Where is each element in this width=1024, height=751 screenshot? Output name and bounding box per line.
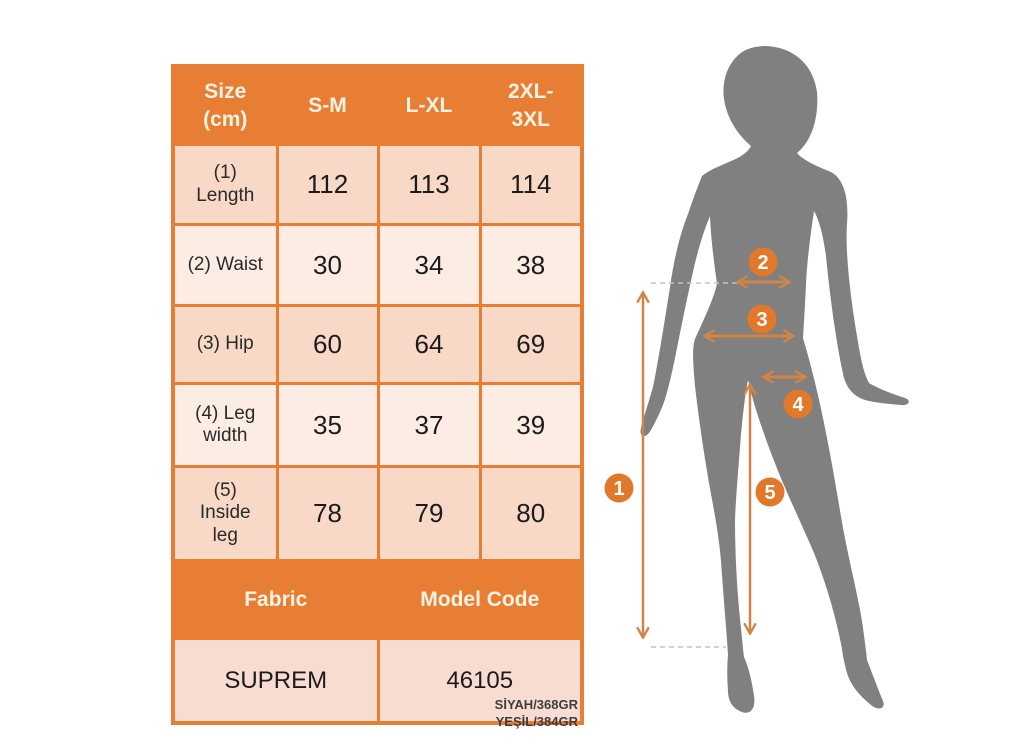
marker-3: 3 <box>747 304 777 334</box>
col-header-2xl-3xl: 2XL- 3XL <box>478 64 584 146</box>
waist-2xl-3xl: 38 <box>478 223 584 307</box>
model-code-value: 46105 <box>376 637 584 725</box>
leg-width-l-xl: 37 <box>376 382 482 468</box>
inside-leg-s-m: 78 <box>275 465 380 562</box>
row-label-length: (1) Length <box>171 143 279 226</box>
marker-5: 5 <box>755 477 785 507</box>
marker-1: 1 <box>604 473 634 503</box>
length-s-m: 112 <box>275 143 380 226</box>
table-row-length: (1) Length 112 113 114 <box>171 143 584 226</box>
svg-text:4: 4 <box>792 394 804 416</box>
inside-leg-l-xl: 79 <box>376 465 482 562</box>
svg-text:5: 5 <box>764 482 775 504</box>
svg-text:3: 3 <box>756 309 767 331</box>
length-l-xl: 113 <box>376 143 482 226</box>
row-label-hip: (3) Hip <box>171 304 279 385</box>
table-footer-header-row: Fabric Model Code <box>171 559 584 640</box>
model-code-header: Model Code <box>376 559 584 640</box>
woman-silhouette <box>640 46 909 713</box>
table-row-hip: (3) Hip 60 64 69 <box>171 304 584 385</box>
leg-width-2xl-3xl: 39 <box>478 382 584 468</box>
hip-l-xl: 64 <box>376 304 482 385</box>
row-label-leg-width: (4) Leg width <box>171 382 279 468</box>
table-footer-value-row: SUPREM 46105 <box>171 637 584 725</box>
table-row-inside-leg: (5) Inside leg 78 79 80 <box>171 465 584 562</box>
row-label-inside-leg: (5) Inside leg <box>171 465 279 562</box>
col-header-size-cm: Size (cm) <box>171 64 279 146</box>
waist-s-m: 30 <box>275 223 380 307</box>
length-2xl-3xl: 114 <box>478 143 584 226</box>
svg-text:1: 1 <box>613 478 624 500</box>
marker-4: 4 <box>783 389 813 419</box>
table-row-leg-width: (4) Leg width 35 37 39 <box>171 382 584 468</box>
color-weight-notes: SİYAH/368GR YEŞİL/384GR <box>398 697 578 731</box>
size-table-header-row: Size (cm) S-M L-XL 2XL- 3XL <box>171 64 584 146</box>
col-header-l-xl: L-XL <box>376 64 482 146</box>
hip-s-m: 60 <box>275 304 380 385</box>
inside-leg-2xl-3xl: 80 <box>478 465 584 562</box>
fabric-value: SUPREM <box>171 637 380 725</box>
note-yesil: YEŞİL/384GR <box>495 713 578 729</box>
note-siyah: SİYAH/368GR <box>494 697 578 712</box>
waist-l-xl: 34 <box>376 223 482 307</box>
col-header-s-m: S-M <box>275 64 380 146</box>
hip-2xl-3xl: 69 <box>478 304 584 385</box>
row-label-waist: (2) Waist <box>171 223 279 307</box>
svg-text:2: 2 <box>757 252 768 274</box>
marker-2: 2 <box>748 247 778 277</box>
size-chart-table: Size (cm) S-M L-XL 2XL- 3XL (1) Length 1… <box>171 64 584 725</box>
fabric-header: Fabric <box>171 559 380 640</box>
leg-width-s-m: 35 <box>275 382 380 468</box>
table-row-waist: (2) Waist 30 34 38 <box>171 223 584 307</box>
